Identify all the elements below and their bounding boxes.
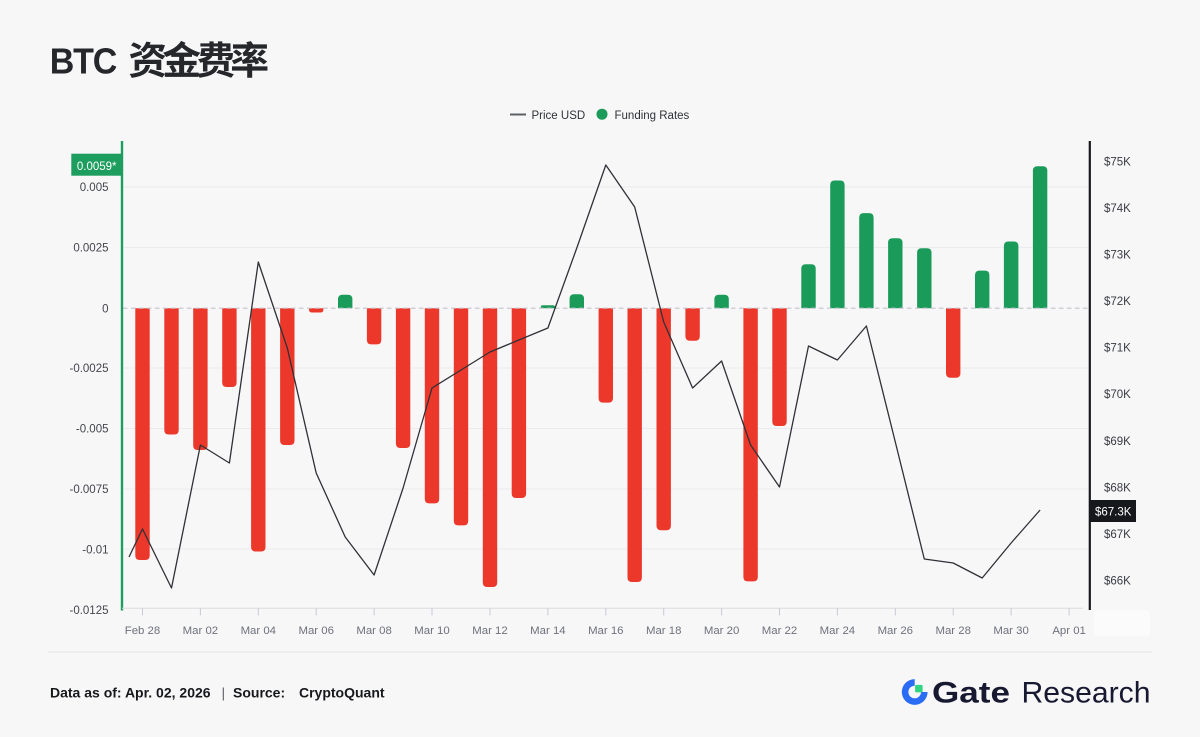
- svg-text:$66K: $66K: [1104, 576, 1131, 588]
- svg-text:$67.3K: $67.3K: [1095, 507, 1132, 519]
- svg-text:Mar 12: Mar 12: [472, 625, 507, 637]
- svg-text:$74K: $74K: [1104, 203, 1131, 215]
- svg-text:Mar 20: Mar 20: [704, 625, 739, 637]
- svg-text:$70K: $70K: [1104, 389, 1131, 401]
- svg-text:$75K: $75K: [1104, 157, 1131, 169]
- svg-text:$68K: $68K: [1104, 482, 1131, 494]
- svg-text:0.005: 0.005: [80, 182, 109, 194]
- svg-text:$72K: $72K: [1104, 296, 1131, 308]
- svg-text:Source:: Source:: [233, 685, 285, 701]
- svg-text:Gate: Gate: [932, 677, 1010, 710]
- svg-text:Mar 28: Mar 28: [935, 625, 970, 637]
- svg-text:Research: Research: [1022, 677, 1151, 710]
- svg-text:Mar 24: Mar 24: [820, 625, 855, 637]
- svg-text:-0.0025: -0.0025: [69, 363, 108, 375]
- svg-text:Mar 08: Mar 08: [356, 625, 391, 637]
- svg-text:$71K: $71K: [1104, 343, 1131, 355]
- svg-text:-0.01: -0.01: [82, 544, 108, 556]
- svg-text:Feb 28: Feb 28: [125, 625, 160, 637]
- svg-text:-0.0125: -0.0125: [69, 605, 108, 617]
- svg-text:-0.005: -0.005: [76, 424, 109, 436]
- svg-text:CryptoQuant: CryptoQuant: [299, 685, 385, 701]
- svg-text:Mar 18: Mar 18: [646, 625, 681, 637]
- svg-text:0.0025: 0.0025: [73, 243, 108, 255]
- svg-text:BTC: BTC: [50, 41, 117, 82]
- svg-text:Funding Rates: Funding Rates: [615, 110, 690, 122]
- svg-text:Mar 04: Mar 04: [241, 625, 276, 637]
- svg-text:0.0059*: 0.0059*: [77, 161, 117, 173]
- svg-text:$67K: $67K: [1104, 529, 1131, 541]
- svg-text:Mar 16: Mar 16: [588, 625, 623, 637]
- svg-text:Mar 10: Mar 10: [414, 625, 449, 637]
- svg-text:Apr 01: Apr 01: [1052, 625, 1086, 637]
- svg-text:Mar 22: Mar 22: [762, 625, 797, 637]
- svg-text:Mar 26: Mar 26: [878, 625, 913, 637]
- svg-text:Mar 30: Mar 30: [993, 625, 1028, 637]
- svg-text:Mar 14: Mar 14: [530, 625, 565, 637]
- svg-text:Price USD: Price USD: [532, 110, 586, 122]
- svg-text:Mar 06: Mar 06: [298, 625, 333, 637]
- svg-text:$69K: $69K: [1104, 436, 1131, 448]
- svg-text:|: |: [222, 685, 226, 701]
- svg-text:Data as of: Apr. 02, 2026: Data as of: Apr. 02, 2026: [50, 685, 211, 701]
- svg-text:Mar 02: Mar 02: [183, 625, 218, 637]
- svg-text:0: 0: [102, 303, 108, 315]
- svg-text:$73K: $73K: [1104, 250, 1131, 262]
- svg-text:-0.0075: -0.0075: [69, 484, 108, 496]
